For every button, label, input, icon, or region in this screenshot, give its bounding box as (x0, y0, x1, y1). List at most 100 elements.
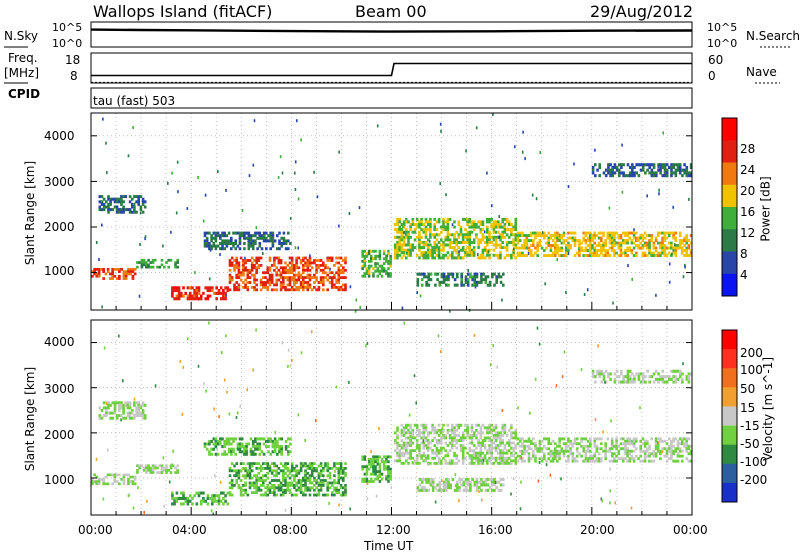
velocity-cell (400, 454, 404, 458)
power-cell (135, 200, 138, 204)
power-cell (344, 276, 347, 279)
power-echo (241, 209, 244, 212)
velocity-cell (589, 449, 592, 453)
velocity-cell (593, 452, 596, 456)
power-cell (251, 239, 255, 243)
velocity-cell (422, 444, 426, 447)
velocity-cell (389, 470, 392, 474)
power-echo (401, 306, 404, 310)
velocity-cell (451, 426, 454, 430)
power-cell (510, 253, 513, 257)
power-cell (659, 165, 662, 169)
power-cell (342, 288, 345, 292)
power-cell (512, 233, 515, 237)
power-cell (299, 286, 303, 289)
power-cell (510, 230, 513, 234)
power-cell (322, 276, 325, 279)
power-cell (543, 254, 546, 257)
velocity-cell (244, 488, 247, 492)
power-echo (309, 254, 311, 258)
velocity-cell (268, 486, 272, 490)
power-cell (659, 171, 662, 175)
velocity-cell (446, 431, 450, 435)
velocity-cell (457, 423, 461, 427)
power-cell (275, 281, 278, 284)
velocity-cell (575, 459, 579, 463)
power-cell (630, 231, 634, 235)
power-cell (240, 234, 244, 238)
power-cell (273, 261, 276, 265)
power-cell (475, 280, 479, 284)
power-cell (226, 286, 230, 290)
velocity-cell (387, 455, 390, 459)
power-cell (437, 248, 441, 252)
power-cell (523, 241, 526, 245)
power-cell (124, 208, 128, 212)
power-echo (101, 223, 103, 227)
velocity-cell (160, 469, 164, 472)
velocity-cell (306, 464, 310, 468)
power-cell (527, 246, 531, 250)
power-cell (210, 236, 213, 240)
velocity-cell (238, 447, 242, 451)
velocity-cell (122, 406, 125, 410)
velocity-cell (655, 369, 658, 373)
velocity-cell (376, 460, 379, 464)
power-cell (304, 281, 307, 284)
power-cell (460, 278, 463, 282)
power-cell (685, 239, 688, 242)
power-cell (280, 242, 283, 245)
power-cell (212, 244, 216, 248)
power-cell (319, 276, 323, 279)
velocity-cell (137, 406, 140, 410)
power-cell (437, 256, 441, 260)
velocity-cell (288, 476, 292, 480)
velocity-cell (396, 446, 399, 450)
velocity-cell (573, 437, 577, 441)
velocity-echo (338, 503, 340, 507)
power-cell (433, 217, 436, 221)
power-cell (480, 275, 483, 279)
velocity-cell (648, 459, 651, 463)
power-cell (689, 171, 693, 175)
velocity-cell (586, 449, 590, 453)
power-cell (203, 239, 207, 243)
power-cell (372, 249, 375, 253)
power-cell (573, 231, 577, 235)
power-cell (416, 283, 420, 287)
power-cell (266, 266, 270, 270)
power-cell (409, 243, 412, 247)
velocity-cell (415, 434, 419, 437)
power-cell (479, 241, 483, 244)
velocity-cell (122, 478, 126, 481)
power-cell (219, 236, 222, 240)
velocity-cell (129, 475, 132, 479)
velocity-cell (280, 450, 283, 454)
velocity-cell (475, 451, 478, 455)
velocity-cell (235, 481, 238, 485)
velocity-cell (462, 488, 466, 492)
velocity-cell (255, 491, 258, 494)
power-cell (259, 288, 263, 292)
power-cell (492, 253, 496, 257)
power-cell (389, 272, 392, 276)
velocity-cell (490, 431, 493, 435)
power-cell (249, 239, 253, 243)
velocity-cell (490, 439, 493, 442)
velocity-cell (644, 375, 647, 379)
velocity-cell (499, 488, 503, 492)
velocity-cell (593, 444, 596, 448)
velocity-cell (131, 475, 135, 479)
velocity-cell (405, 441, 408, 445)
velocity-cell (197, 494, 201, 498)
power-cell (437, 246, 441, 250)
power-cell (545, 254, 548, 257)
velocity-cell (685, 375, 689, 379)
velocity-cell (469, 488, 472, 492)
power-cell (494, 241, 498, 244)
velocity-cell (558, 449, 561, 453)
power-cell (503, 223, 507, 226)
power-cell (654, 246, 658, 250)
power-cell (378, 252, 382, 256)
power-cell (104, 272, 108, 276)
